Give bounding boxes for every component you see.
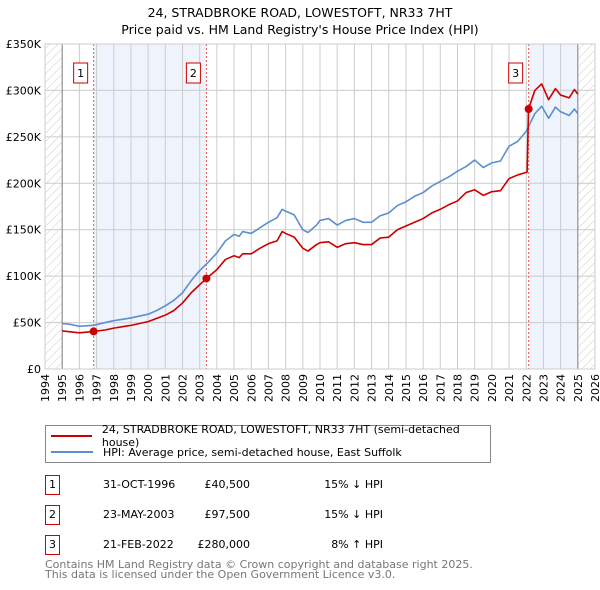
- property-price-line: [62, 83, 579, 334]
- x-tick-label: 2005: [228, 374, 241, 402]
- y-tick-label: £250K: [6, 131, 42, 144]
- sale-hpi-delta: 8% ↑ HPI: [331, 538, 383, 551]
- no-data-hatch: [577, 44, 595, 369]
- y-tick-label: £100K: [6, 270, 42, 283]
- x-tick-label: 2014: [383, 374, 396, 402]
- x-tick-label: 2003: [194, 374, 207, 402]
- sale-marker-badge: 1: [45, 475, 60, 495]
- y-tick-label: £200K: [6, 177, 42, 190]
- sale-point: [89, 327, 98, 336]
- sale-marker-box: [73, 62, 89, 84]
- legend-hpi-label: HPI: Average price, semi-detached house,…: [103, 445, 402, 459]
- legend: 24, STRADBROKE ROAD, LOWESTOFT, NR33 7HT…: [45, 423, 491, 463]
- sale-marker-label: 2: [190, 67, 197, 80]
- sale-point: [202, 274, 211, 283]
- x-tick-label: 2010: [314, 374, 327, 402]
- x-tick-label: 2006: [245, 374, 258, 402]
- x-tick-label: 2020: [486, 374, 499, 402]
- sale-date: 31-OCT-1996: [103, 478, 176, 491]
- x-tick-label: 2000: [142, 374, 155, 402]
- x-tick-label: 2015: [400, 374, 413, 402]
- x-tick-label: 1995: [56, 374, 69, 402]
- x-tick-label: 2001: [159, 374, 172, 402]
- sale-marker-label: 1: [77, 67, 84, 80]
- x-tick-label: 2017: [434, 374, 447, 402]
- x-tick-label: 2009: [297, 374, 310, 402]
- y-tick-label: £300K: [6, 84, 42, 97]
- x-tick-label: 2021: [503, 374, 516, 402]
- sale-marker-badge: 3: [45, 535, 60, 555]
- sale-row: 1 31-OCT-1996 £40,500 15% ↓ HPI: [45, 475, 465, 495]
- chart-subtitle: Price paid vs. HM Land Registry's House …: [121, 22, 479, 37]
- x-tick-label: 2013: [366, 374, 379, 402]
- footer-licence: This data is licensed under the Open Gov…: [45, 568, 396, 581]
- sale-row: 2 23-MAY-2003 £97,500 15% ↓ HPI: [45, 505, 465, 525]
- x-tick-label: 2011: [331, 374, 344, 402]
- x-tick-label: 2008: [280, 374, 293, 402]
- sale-marker-box: [185, 62, 201, 84]
- y-tick-label: £350K: [6, 38, 42, 51]
- y-tick-label: £50K: [13, 317, 42, 330]
- sale-date: 23-MAY-2003: [103, 508, 175, 521]
- x-tick-label: 2016: [417, 374, 430, 402]
- sale-row: 3 21-FEB-2022 £280,000 8% ↑ HPI: [45, 535, 465, 555]
- sale-point: [524, 105, 533, 113]
- sale-price: £40,500: [204, 478, 251, 491]
- sale-hpi-delta: 15% ↓ HPI: [324, 478, 383, 491]
- legend-property-swatch: [51, 435, 92, 437]
- x-tick-label: 2007: [262, 374, 275, 402]
- no-data-hatch: [45, 44, 63, 369]
- y-tick-label: £0: [27, 363, 41, 376]
- sale-marker-label: 3: [512, 67, 519, 80]
- footer-copyright: Contains HM Land Registry data © Crown c…: [45, 558, 473, 571]
- footer: Contains HM Land Registry data © Crown c…: [45, 558, 473, 581]
- hpi-line: [62, 105, 579, 328]
- y-tick-label: £150K: [6, 224, 42, 237]
- x-tick-label: 1999: [125, 374, 138, 402]
- x-tick-label: 2022: [520, 374, 533, 402]
- x-tick-label: 2004: [211, 374, 224, 402]
- x-tick-label: 1994: [39, 374, 52, 402]
- legend-hpi-swatch: [51, 451, 93, 453]
- sale-date: 21-FEB-2022: [103, 538, 174, 551]
- sale-hpi-delta: 15% ↓ HPI: [324, 508, 383, 521]
- x-tick-label: 2019: [469, 374, 482, 402]
- sale-price: £280,000: [197, 538, 251, 551]
- x-tick-label: 2025: [572, 374, 585, 402]
- sale-marker-box: [508, 62, 524, 84]
- sale-marker-badge: 2: [45, 505, 60, 525]
- x-tick-label: 2002: [177, 374, 190, 402]
- chart-title: 24, STRADBROKE ROAD, LOWESTOFT, NR33 7HT: [147, 5, 453, 20]
- price-chart: 1994 1995 1996 1997 1998 1999 2000 2001 2002 2003…: [6, 38, 600, 402]
- x-tick-label: 2012: [348, 374, 361, 402]
- x-tick-label: 2018: [452, 374, 465, 402]
- plot-border: [44, 43, 596, 370]
- shaded-period: [93, 44, 207, 369]
- x-tick-label: 1996: [73, 374, 86, 402]
- x-tick-label: 2026: [589, 374, 600, 402]
- x-tick-label: 2024: [555, 374, 568, 402]
- x-tick-label: 1998: [108, 374, 121, 402]
- x-tick-label: 2023: [537, 374, 550, 402]
- legend-property-label: 24, STRADBROKE ROAD, LOWESTOFT, NR33 7HT…: [101, 423, 460, 449]
- sale-price: £97,500: [204, 508, 251, 521]
- x-tick-label: 1997: [91, 374, 104, 402]
